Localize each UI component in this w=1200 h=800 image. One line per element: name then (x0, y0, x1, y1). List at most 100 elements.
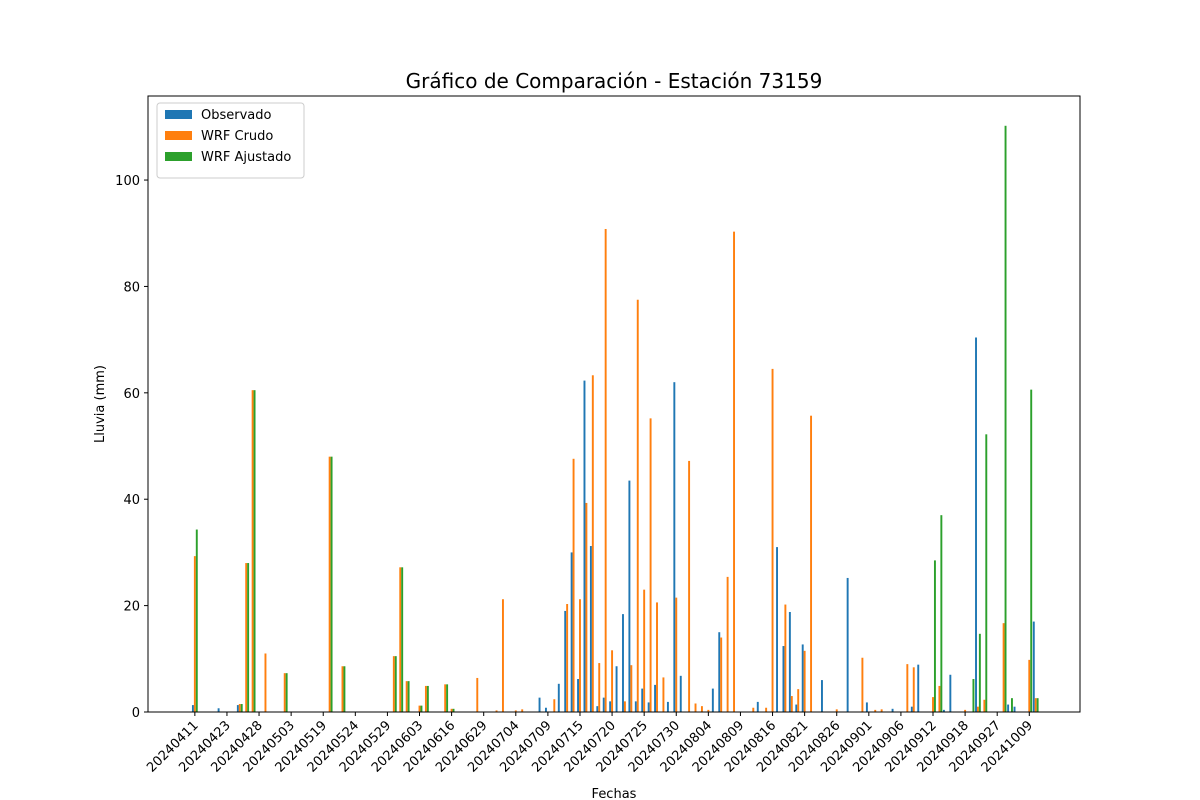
bar (579, 599, 581, 712)
bar (405, 681, 408, 712)
bar (964, 709, 967, 712)
bar (240, 704, 243, 712)
bar (328, 456, 331, 712)
legend-swatch (165, 152, 192, 161)
bar (906, 664, 909, 712)
bar (193, 556, 196, 712)
bar (861, 657, 864, 712)
bar (341, 666, 344, 712)
bar (726, 576, 729, 712)
bar (602, 697, 605, 712)
bar (636, 299, 639, 712)
bar (949, 674, 952, 712)
bar (628, 480, 631, 712)
bar (771, 368, 774, 712)
bar (983, 699, 986, 712)
bar (1034, 698, 1037, 712)
bar (238, 704, 241, 712)
bar (418, 705, 421, 712)
bar (553, 699, 556, 712)
bar (343, 666, 346, 712)
bar (583, 380, 586, 712)
bar (641, 688, 644, 712)
bar (446, 684, 449, 712)
y-tick-label: 60 (123, 387, 140, 402)
bar (577, 679, 580, 712)
legend-label: WRF Ajustado (201, 150, 291, 165)
bar (1010, 698, 1013, 712)
bar (598, 663, 601, 712)
bar (752, 707, 755, 712)
bar (585, 502, 588, 712)
bar (623, 701, 626, 712)
bar (649, 418, 652, 712)
bar (1002, 623, 1005, 712)
bar (874, 709, 877, 712)
bar (444, 684, 447, 712)
bar (700, 706, 703, 712)
bar (283, 673, 286, 712)
bar (720, 637, 723, 712)
bar (821, 680, 823, 712)
bar (251, 390, 254, 712)
bar (795, 704, 798, 712)
bar (733, 231, 735, 712)
y-axis-label: Lluvia (mm) (93, 365, 108, 443)
bar (285, 673, 288, 712)
legend-label: WRF Crudo (201, 129, 273, 144)
bar (784, 604, 787, 712)
bar (245, 563, 248, 712)
bar (450, 708, 453, 712)
bar (1007, 704, 1010, 712)
legend-swatch (165, 110, 192, 119)
bar (810, 415, 813, 712)
bar (940, 515, 943, 712)
bar (420, 705, 423, 712)
bar (544, 707, 547, 712)
bar (976, 706, 979, 712)
bar (917, 664, 920, 712)
bar (932, 697, 934, 712)
bar (666, 701, 669, 712)
bar (688, 460, 691, 712)
bar (236, 705, 239, 712)
bar (643, 589, 646, 712)
y-tick-label: 80 (123, 280, 140, 295)
bar (880, 709, 883, 712)
bar (978, 633, 981, 712)
legend-label: Observado (201, 108, 272, 123)
bar (782, 646, 785, 712)
bar (1004, 125, 1007, 712)
bar (797, 689, 800, 712)
bar (615, 666, 618, 712)
y-tick-label: 20 (123, 600, 140, 615)
bar (191, 705, 194, 712)
bar (495, 710, 498, 712)
y-tick-label: 100 (115, 174, 140, 189)
bar (572, 458, 575, 712)
bar (654, 684, 657, 712)
bar (865, 702, 868, 712)
bar (570, 552, 573, 712)
bar (589, 546, 592, 712)
bar (790, 696, 793, 712)
bar (1030, 389, 1033, 712)
bar (392, 656, 395, 712)
bar (401, 567, 404, 712)
bar (195, 529, 198, 712)
bar (776, 547, 778, 712)
bar (788, 611, 791, 712)
bar (622, 614, 624, 712)
bar (656, 602, 658, 712)
bar (247, 563, 250, 712)
bar (756, 701, 759, 712)
y-tick-label: 0 (132, 706, 140, 721)
bar (675, 597, 678, 712)
bar (407, 681, 410, 712)
bar (521, 709, 524, 712)
bar (394, 656, 397, 712)
bar (611, 650, 614, 712)
bar (604, 228, 607, 712)
bar (694, 703, 697, 712)
